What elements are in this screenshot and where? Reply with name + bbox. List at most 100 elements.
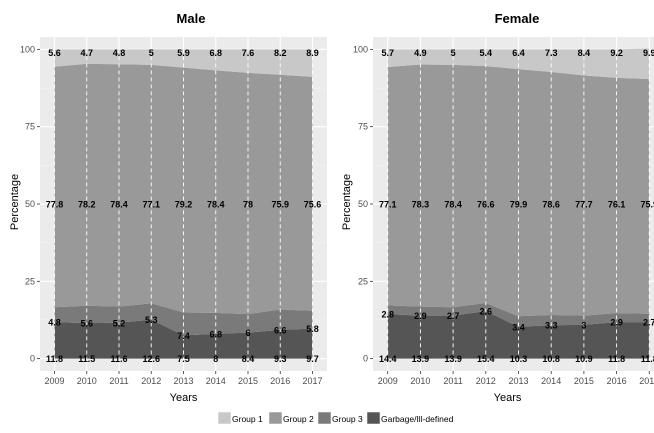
x-tick-label: 2012 <box>141 376 161 386</box>
data-label-group-3: 2.9 <box>610 318 623 328</box>
data-label-group-3: 3.4 <box>512 322 525 332</box>
y-tick-label: 0 <box>363 354 368 364</box>
x-tick-label: 2013 <box>508 376 528 386</box>
data-label-garbage-ill-defined: 13.9 <box>412 354 430 364</box>
y-tick-label: 25 <box>358 276 368 286</box>
data-label-group-2: 76.1 <box>608 200 626 210</box>
data-label-group-3: 2.6 <box>480 307 493 317</box>
data-label-group-2: 79.2 <box>175 200 193 210</box>
x-axis-label: Years <box>494 392 522 404</box>
panel-title: Male <box>177 11 206 26</box>
data-label-group-1: 5.7 <box>381 48 394 58</box>
data-label-garbage-ill-defined: 8 <box>213 354 218 364</box>
data-label-garbage-ill-defined: 8.4 <box>242 354 255 364</box>
x-tick-label: 2011 <box>109 376 128 386</box>
x-tick-label: 2017 <box>639 376 654 386</box>
x-tick-label: 2013 <box>173 376 193 386</box>
data-label-garbage-ill-defined: 12.6 <box>142 354 160 364</box>
y-axis-label: Percentage <box>9 174 21 230</box>
data-label-garbage-ill-defined: 10.8 <box>542 354 560 364</box>
x-tick-label: 2012 <box>476 376 496 386</box>
data-label-garbage-ill-defined: 11.8 <box>641 354 654 364</box>
data-label-group-2: 78.2 <box>78 200 96 210</box>
x-tick-label: 2010 <box>410 376 430 386</box>
x-tick-label: 2017 <box>302 376 322 386</box>
data-label-group-3: 5.3 <box>145 315 158 325</box>
legend-label: Group 1 <box>232 414 263 424</box>
data-label-group-3: 6.6 <box>274 325 287 335</box>
legend-swatch <box>268 411 283 425</box>
y-axis-label: Percentage <box>341 174 353 230</box>
legend-swatch <box>217 411 232 425</box>
data-label-group-3: 2.9 <box>414 311 427 321</box>
legend-label: Garbage/Ill-defined <box>381 414 454 424</box>
x-tick-label: 2016 <box>607 376 627 386</box>
data-label-garbage-ill-defined: 11.5 <box>78 354 95 364</box>
legend-label: Group 2 <box>283 414 314 424</box>
data-label-group-3: 2.7 <box>643 318 654 328</box>
legend-label: Group 3 <box>332 414 363 424</box>
y-tick-label: 50 <box>25 199 35 209</box>
data-label-group-2: 78 <box>243 200 253 210</box>
x-axis-label: Years <box>170 392 198 404</box>
y-tick-label: 75 <box>25 122 35 132</box>
data-label-garbage-ill-defined: 9.3 <box>274 354 287 364</box>
data-label-garbage-ill-defined: 11.6 <box>110 354 127 364</box>
data-label-garbage-ill-defined: 11.8 <box>46 354 63 364</box>
data-label-group-1: 7.6 <box>242 48 255 58</box>
data-label-garbage-ill-defined: 10.9 <box>575 354 593 364</box>
data-label-group-1: 8.9 <box>306 48 319 58</box>
data-label-group-3: 5.6 <box>81 319 94 329</box>
legend-swatch <box>317 411 332 425</box>
data-label-group-3: 5.2 <box>113 318 126 328</box>
data-label-group-1: 5 <box>149 48 154 58</box>
data-label-group-1: 5.6 <box>48 48 61 58</box>
data-label-group-2: 78.6 <box>542 200 560 210</box>
data-label-group-1: 6.4 <box>512 48 525 58</box>
data-label-group-3: 6 <box>245 328 250 338</box>
data-label-group-2: 77.1 <box>142 200 160 210</box>
x-tick-label: 2014 <box>206 376 226 386</box>
data-label-group-1: 4.7 <box>81 48 94 58</box>
x-tick-label: 2010 <box>77 376 97 386</box>
x-tick-label: 2009 <box>44 376 64 386</box>
data-label-group-1: 8.2 <box>274 48 287 58</box>
panel-body <box>373 37 654 371</box>
y-tick-label: 0 <box>30 354 35 364</box>
area-group-1 <box>54 49 313 77</box>
data-label-group-2: 77.8 <box>46 200 64 210</box>
data-label-group-1: 9.9 <box>643 48 654 58</box>
data-label-garbage-ill-defined: 7.5 <box>177 354 190 364</box>
y-tick-label: 100 <box>353 44 368 54</box>
data-label-group-2: 77.7 <box>575 200 593 210</box>
data-label-group-1: 5.9 <box>177 48 190 58</box>
data-label-group-2: 75.6 <box>304 200 322 210</box>
data-label-group-3: 6.8 <box>209 329 222 339</box>
data-label-group-2: 79.9 <box>510 200 528 210</box>
data-label-garbage-ill-defined: 11.8 <box>608 354 625 364</box>
data-label-garbage-ill-defined: 9.7 <box>306 354 319 364</box>
panel-female: 14.4 13.9 13.9 15.4 10.3 10.8 10.9 11.8 11.8 2.8 2… <box>341 11 654 404</box>
data-label-garbage-ill-defined: 13.9 <box>444 354 462 364</box>
data-label-garbage-ill-defined: 10.3 <box>510 354 528 364</box>
data-label-group-2: 78.4 <box>444 200 462 210</box>
data-label-group-3: 3 <box>581 320 586 330</box>
data-label-group-3: 2.8 <box>381 310 394 320</box>
y-tick-label: 75 <box>358 122 368 132</box>
data-label-group-2: 76.6 <box>477 200 495 210</box>
x-tick-label: 2015 <box>574 376 594 386</box>
data-label-group-3: 4.8 <box>48 318 61 328</box>
data-label-group-3: 2.7 <box>447 311 460 321</box>
x-tick-label: 2015 <box>238 376 258 386</box>
data-label-group-1: 5.4 <box>480 48 493 58</box>
panel-title: Female <box>495 11 540 26</box>
y-tick-label: 100 <box>20 44 35 54</box>
legend: Group 1 Group 2 Group 3 Garbage/Ill-defined <box>217 411 454 425</box>
data-label-group-1: 5 <box>451 48 456 58</box>
data-label-garbage-ill-defined: 15.4 <box>477 354 495 364</box>
data-label-group-1: 9.2 <box>610 48 623 58</box>
data-label-group-2: 77.1 <box>379 200 397 210</box>
panel-body <box>40 37 327 371</box>
y-tick-label: 25 <box>25 276 35 286</box>
